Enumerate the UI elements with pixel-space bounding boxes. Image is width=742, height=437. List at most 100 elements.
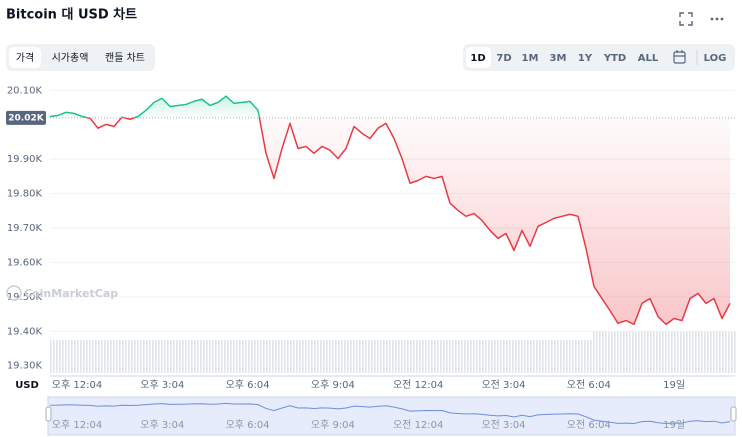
volume-bar [611, 331, 613, 373]
navigator-tick-label: 오후 9:04 [311, 419, 355, 431]
volume-bar [410, 340, 412, 373]
volume-bar [68, 340, 70, 373]
volume-bar [518, 340, 520, 373]
volume-bar [569, 340, 571, 373]
navigator-tick-label: 19일 [663, 419, 685, 431]
tab[interactable]: 캔들 차트 [105, 52, 145, 64]
volume-bar [440, 340, 442, 373]
volume-bar [257, 340, 259, 373]
volume-bar [311, 340, 313, 373]
volume-bar [533, 340, 535, 373]
x-tick-label: 오후 9:04 [311, 379, 355, 391]
volume-bar [662, 331, 664, 373]
volume-bar [515, 340, 517, 373]
x-tick-label: 오후 6:04 [226, 379, 270, 391]
volume-bar [548, 340, 550, 373]
volume-bar [176, 340, 178, 373]
volume-bar [296, 340, 298, 373]
volume-bar [626, 331, 628, 373]
range-button[interactable]: 1Y [578, 53, 593, 64]
volume-bar [365, 340, 367, 373]
volume-bar [470, 340, 472, 373]
range-button[interactable]: YTD [603, 53, 626, 64]
volume-bar [254, 340, 256, 373]
tab[interactable]: 시가총액 [52, 52, 89, 64]
volume-bar [707, 331, 709, 373]
calendar-icon[interactable] [673, 50, 686, 64]
volume-bar [131, 340, 133, 373]
volume-bar [371, 340, 373, 373]
volume-bar [422, 340, 424, 373]
volume-bar [299, 340, 301, 373]
volume-bar [314, 340, 316, 373]
volume-bar [359, 340, 361, 373]
more-icon[interactable] [710, 17, 724, 21]
log-button[interactable]: LOG [704, 53, 727, 64]
volume-bar [467, 340, 469, 373]
fullscreen-icon[interactable] [679, 12, 693, 26]
volume-bar [614, 331, 616, 373]
volume-bar [398, 340, 400, 373]
volume-bar [530, 340, 532, 373]
volume-bar [734, 331, 736, 373]
volume-bar [482, 340, 484, 373]
volume-bar [83, 340, 85, 373]
volume-bar [137, 340, 139, 373]
volume-bar [53, 340, 55, 373]
range-button[interactable]: 7D [496, 53, 511, 64]
volume-bar [215, 340, 217, 373]
volume-bar [428, 340, 430, 373]
navigator-handle[interactable] [730, 406, 737, 422]
x-tick-label: 오전 3:04 [481, 379, 525, 391]
volume-bar [200, 340, 202, 373]
reference-label: 20.02K [8, 113, 44, 123]
volume-bar [380, 340, 382, 373]
volume-bar [158, 340, 160, 373]
volume-bar [140, 340, 142, 373]
volume-bar [89, 340, 91, 373]
volume-bar [596, 331, 598, 373]
volume-bar [590, 340, 592, 373]
x-tick-label: 오후 3:04 [140, 379, 184, 391]
range-button[interactable]: ALL [638, 53, 659, 64]
volume-bar [350, 340, 352, 373]
navigator-handle[interactable] [45, 406, 52, 422]
active-tab [9, 47, 41, 68]
volume-bar [644, 331, 646, 373]
navigator-line [49, 402, 731, 424]
volume-bar [641, 331, 643, 373]
volume-bar [224, 340, 226, 373]
volume-bar [317, 340, 319, 373]
volume-bar [260, 340, 262, 373]
volume-bar [437, 340, 439, 373]
volume-bar [269, 340, 271, 373]
volume-bar [593, 331, 595, 373]
volume-bar [716, 331, 718, 373]
active-range [466, 47, 491, 68]
tab[interactable]: 가격 [16, 51, 34, 64]
volume-bar [686, 331, 688, 373]
volume-bar [677, 331, 679, 373]
volume-bar [671, 331, 673, 373]
range-button[interactable]: 1M [522, 53, 539, 64]
volume-bar [713, 331, 715, 373]
range-button[interactable]: 1D [470, 53, 485, 64]
price-line [49, 95, 731, 326]
volume-bar [584, 340, 586, 373]
volume-bar [485, 340, 487, 373]
volume-bar [719, 331, 721, 373]
volume-bar [185, 340, 187, 373]
volume-bar [656, 331, 658, 373]
volume-bar [377, 340, 379, 373]
range-button[interactable]: 3M [550, 53, 567, 64]
volume-bar [503, 340, 505, 373]
volume-bar [272, 340, 274, 373]
volume-bar [455, 340, 457, 373]
volume-bar [449, 340, 451, 373]
y-tick-label: 19.30K [7, 361, 43, 372]
volume-bar [113, 340, 115, 373]
volume-bar [701, 331, 703, 373]
volume-bar [125, 340, 127, 373]
navigator-tick-label: 오전 6:04 [567, 419, 611, 431]
volume-bar [128, 340, 130, 373]
